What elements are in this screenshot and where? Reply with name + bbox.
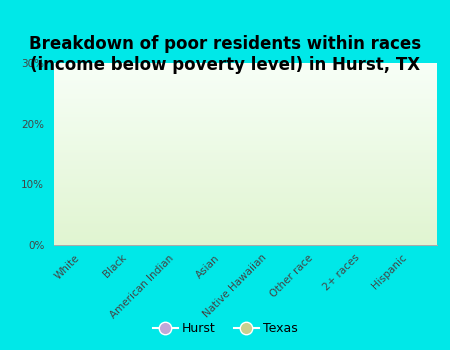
Legend: Hurst, Texas: Hurst, Texas bbox=[148, 317, 302, 340]
Bar bbox=[362, 142, 380, 245]
Bar bbox=[129, 127, 146, 245]
Bar bbox=[222, 187, 240, 245]
Bar bbox=[391, 157, 409, 245]
Bar bbox=[269, 112, 286, 245]
Text: City-Data.com: City-Data.com bbox=[361, 69, 425, 77]
Text: Breakdown of poor residents within races
(income below poverty level) in Hurst, : Breakdown of poor residents within races… bbox=[29, 35, 421, 74]
Bar bbox=[176, 145, 193, 245]
Bar bbox=[111, 105, 129, 245]
Bar bbox=[409, 133, 426, 245]
Bar bbox=[82, 194, 100, 245]
Bar bbox=[64, 199, 82, 245]
Bar bbox=[204, 239, 222, 245]
Bar bbox=[297, 136, 315, 245]
Bar bbox=[344, 187, 362, 245]
Bar bbox=[315, 127, 333, 245]
